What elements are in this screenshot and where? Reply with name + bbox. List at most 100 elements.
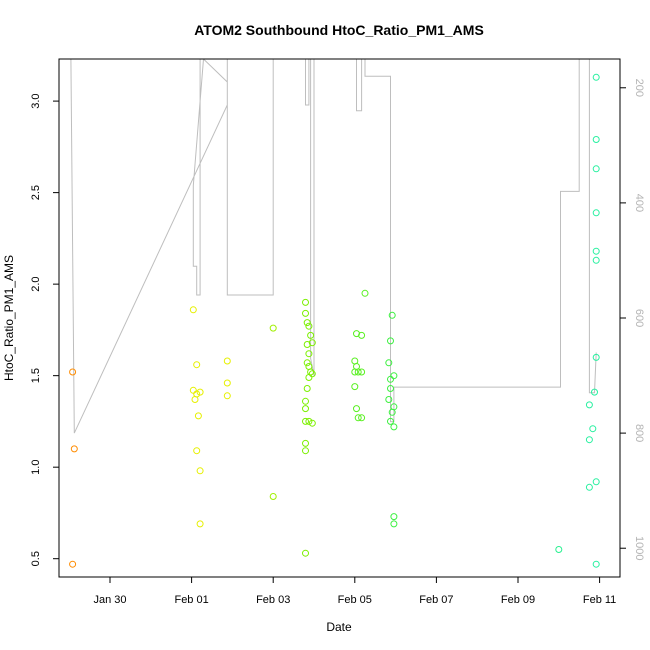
data-point: [305, 417, 313, 425]
data-point: [351, 368, 359, 376]
x-tick-label: Feb 01: [174, 594, 208, 606]
data-point: [69, 368, 77, 376]
data-point: [308, 419, 316, 427]
data-point: [358, 331, 366, 339]
data-point: [390, 520, 398, 528]
x-tick-label: Jan 30: [93, 594, 126, 606]
data-point: [385, 396, 393, 403]
data-point: [308, 339, 316, 347]
x-tick-label: Feb 05: [338, 594, 372, 606]
y2-tick-label: 800: [633, 424, 645, 442]
data-point: [592, 353, 600, 361]
data-point: [388, 408, 396, 416]
data-point: [388, 311, 396, 319]
data-point: [196, 388, 204, 396]
data-point: [69, 560, 77, 568]
data-point: [592, 209, 600, 217]
data-point: [189, 386, 197, 394]
data-point: [353, 405, 360, 413]
data-point: [302, 447, 309, 455]
y2-tick-label: 1000: [633, 536, 645, 560]
y-tick-label: 2.5: [30, 185, 42, 200]
data-point: [354, 414, 362, 422]
data-point: [592, 136, 600, 143]
x-tick-label: Feb 03: [256, 594, 290, 606]
data-point: [592, 73, 600, 81]
data-point: [589, 425, 597, 433]
data-point: [302, 309, 309, 317]
x-tick-label: Feb 09: [501, 594, 535, 606]
y-axis-label: HtoC_Ratio_PM1_AMS: [2, 255, 16, 381]
data-point: [390, 372, 398, 380]
chart-title: ATOM2 Southbound HtoC_Ratio_PM1_AMS: [194, 22, 484, 38]
data-point: [196, 520, 204, 528]
data-point: [585, 483, 593, 491]
data-point: [387, 417, 394, 425]
data-point: [592, 165, 600, 173]
data-point: [302, 417, 309, 425]
y-tick-label: 1.5: [30, 368, 42, 383]
data-point: [303, 359, 311, 367]
secondary-line-layer: [70, 59, 597, 434]
y-axis: 0.5 1.0 1.5 2.0 2.5 3.0: [30, 93, 59, 566]
data-point: [585, 401, 593, 409]
data-point: [302, 549, 309, 557]
y2-tick-label: 200: [633, 79, 645, 97]
data-point: [387, 375, 394, 383]
x-tick-label: Feb 11: [583, 594, 616, 606]
data-point: [196, 467, 204, 475]
x-axis-label: Date: [326, 620, 352, 634]
data-point: [302, 439, 309, 447]
data-point: [269, 493, 277, 500]
x-tick-label: Feb 07: [419, 594, 453, 606]
data-point: [269, 324, 277, 332]
data-point: [305, 322, 313, 330]
data-point: [223, 357, 231, 365]
data-point: [585, 436, 593, 444]
y2-axis: 200 400 600 800 1000: [620, 79, 645, 560]
y2-tick-label: 400: [633, 194, 645, 212]
data-point: [189, 306, 197, 314]
data-point: [592, 247, 600, 255]
y-tick-label: 3.0: [30, 93, 42, 108]
data-point: [302, 298, 309, 306]
x-axis: Jan 30 Feb 01 Feb 03 Feb 05 Feb 07 Feb 09 Feb …: [93, 577, 616, 606]
data-point: [351, 383, 359, 391]
data-point: [385, 359, 393, 367]
data-point: [555, 546, 563, 553]
y-tick-label: 1.0: [30, 460, 42, 475]
data-point: [303, 319, 311, 327]
data-point: [358, 368, 366, 376]
data-point: [592, 478, 600, 486]
data-point: [361, 289, 369, 297]
data-point: [223, 392, 231, 400]
data-point: [390, 423, 398, 431]
data-point: [193, 447, 201, 455]
data-point: [191, 396, 199, 403]
secondary-line: [70, 59, 597, 434]
data-point: [302, 405, 309, 413]
data-point: [591, 388, 598, 396]
data-point: [194, 412, 202, 420]
data-point: [303, 385, 311, 392]
data-point: [592, 256, 600, 264]
y-tick-label: 2.0: [30, 276, 42, 291]
data-point: [305, 350, 313, 358]
data-point: [302, 397, 309, 405]
data-point: [354, 368, 362, 376]
data-point: [223, 379, 231, 387]
data-point: [592, 560, 600, 568]
data-point: [387, 385, 394, 392]
points-layer: [69, 73, 600, 568]
plot-frame: [58, 58, 621, 578]
data-point: [358, 414, 366, 422]
data-point: [390, 513, 398, 521]
data-point: [387, 337, 394, 345]
y2-tick-label: 600: [633, 309, 645, 327]
data-point: [307, 331, 315, 339]
data-point: [305, 374, 313, 381]
data-point: [70, 445, 78, 453]
data-point: [193, 361, 201, 369]
y-tick-label: 0.5: [30, 551, 42, 566]
